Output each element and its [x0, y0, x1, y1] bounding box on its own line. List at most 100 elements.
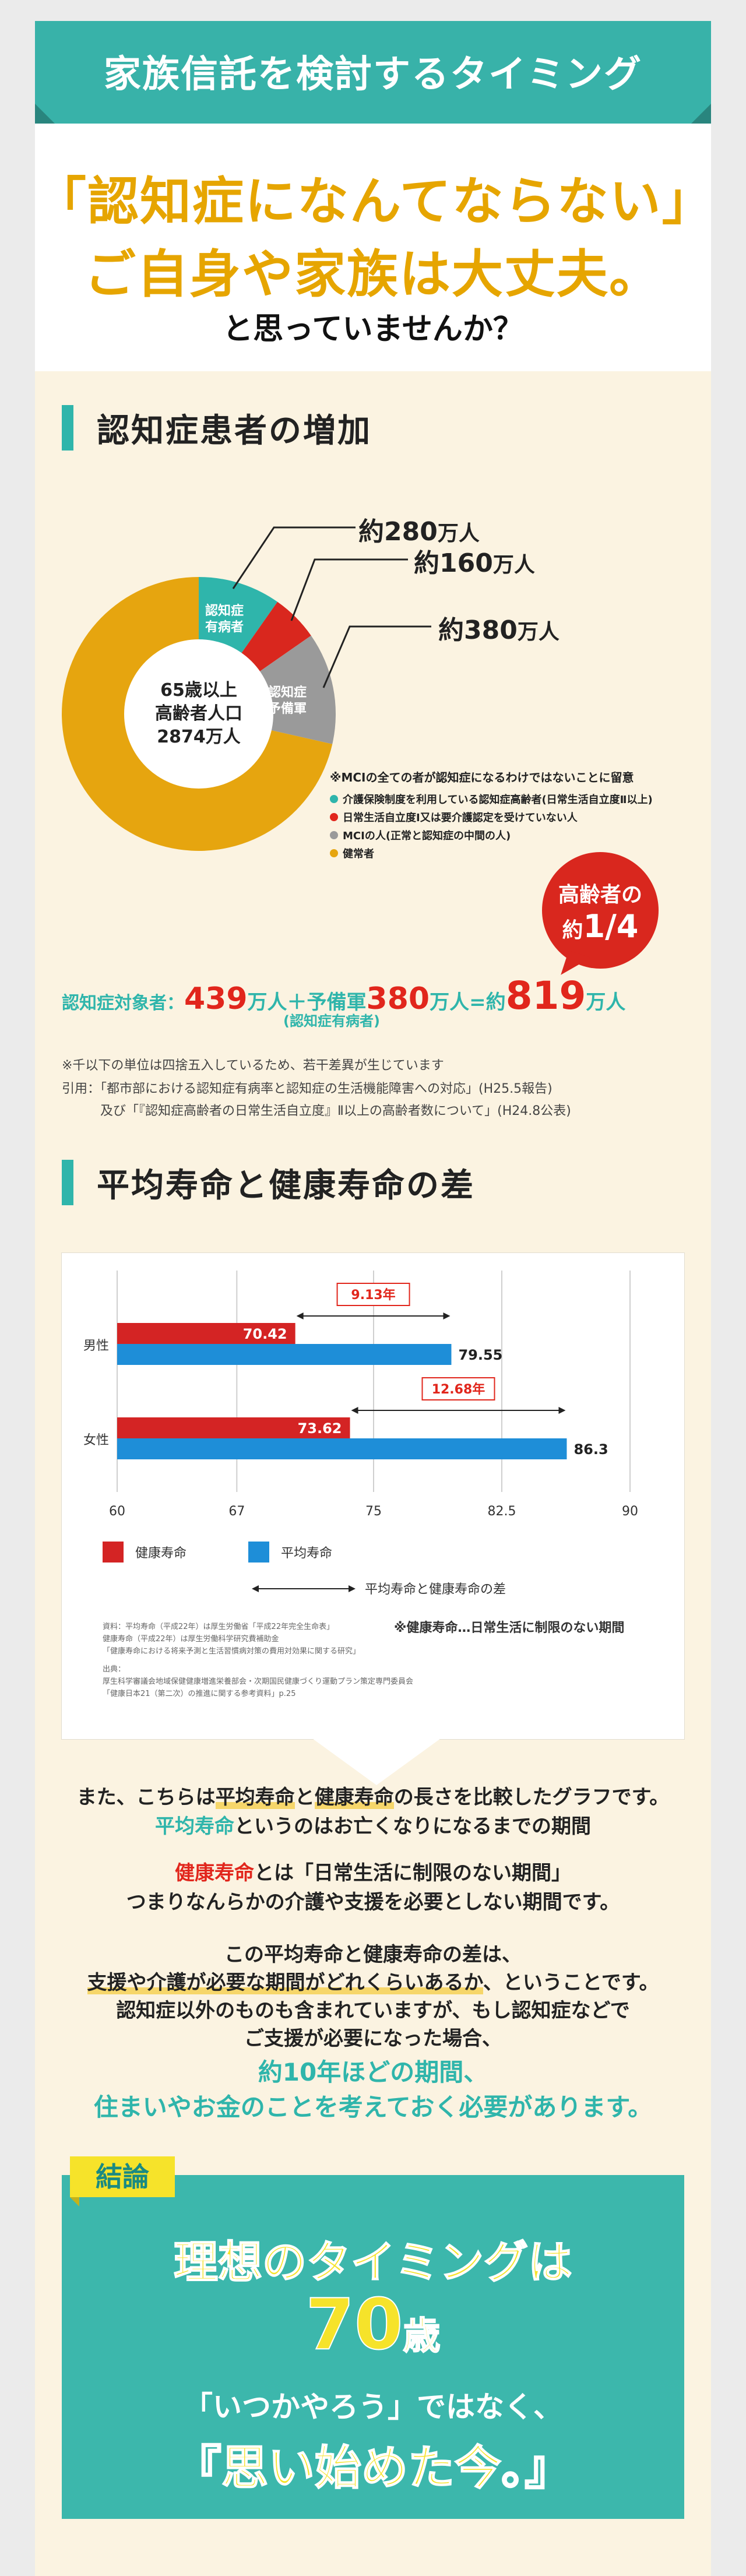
legend-dot: [330, 831, 338, 839]
source-note: 「健康日本21（第二次）の推進に関する参考資料」p.25: [103, 1689, 295, 1698]
legend-text: MCIの人(正常と認知症の中間の人): [343, 830, 511, 842]
pie-center-text: 65歳以上 高齢者人口 2874万人: [62, 577, 336, 851]
pie-label-dementia: 認知症 有病者: [205, 604, 244, 635]
body-line: 認知症以外のものも含まれていますが、もし認知症などで: [116, 1999, 630, 2022]
bar-value-label: 70.42: [243, 1326, 287, 1342]
gap-arrowhead: [296, 1312, 304, 1319]
callout-unit: 万人: [517, 620, 560, 644]
bar-value-label: 79.55: [458, 1347, 502, 1363]
gap-label-box: [421, 1377, 495, 1400]
mci-note: ※MCIの全ての者が認知症になるわけではないことに留意: [330, 770, 634, 784]
bar-average-lifespan: [117, 1344, 452, 1365]
legend-arrowhead: [252, 1585, 259, 1592]
source-note: 厚生科学審議会地域保健健康増進栄養部会・次期国民健康づくり運動プラン策定専門委員…: [103, 1677, 413, 1686]
heading-accent-bar: [62, 1160, 73, 1205]
legend-arrowhead: [349, 1585, 356, 1592]
gap-label-box: [336, 1283, 410, 1306]
source-note: 資料：平均寿命（平成22年）は厚生労働省「平成22年完全生命表」: [103, 1622, 334, 1631]
bar-healthy-lifespan: [117, 1417, 350, 1438]
callout-line-160: [290, 558, 408, 621]
body-emphasis-line: 住まいやお金のことを考えておく必要があります。: [93, 2093, 653, 2121]
body-line: この平均寿命と健康寿命の差は、: [224, 1943, 522, 1966]
body-line: 平均寿命というのはお亡くなりになるまでの期間: [35, 1813, 711, 1840]
pie-center-line: 高齢者人口: [155, 703, 242, 724]
total-u3: 万人: [586, 991, 626, 1014]
bubble-fraction: 1/4: [583, 908, 639, 945]
section-heading-text: 認知症患者の増加: [97, 411, 372, 450]
bar-value-label: 86.3: [573, 1441, 608, 1458]
bubble-line-1: 高齢者の: [558, 883, 642, 907]
header-band: [35, 21, 711, 124]
legend-dot: [330, 813, 338, 821]
body-line: ご支援が必要になった場合、: [244, 2027, 502, 2050]
hook-panel: [35, 104, 711, 371]
callout-280: 約280万人: [358, 511, 480, 548]
callout-160: 約160万人: [414, 542, 535, 579]
conclusion-line-1: 理想のタイミングは: [173, 2236, 573, 2289]
footnote: ※千以下の単位は四捨五入しているため、若干差異が生じています: [62, 1058, 444, 1073]
pie-callout-lines: [232, 526, 431, 688]
conclusion-age-number: 70: [305, 2284, 404, 2366]
total-n3: 819: [505, 973, 586, 1018]
pie-center-hole: [124, 639, 273, 789]
body-emphasis-line: 約10年ほどの期間、: [258, 2058, 488, 2086]
body-highlight: 支援や介護が必要な期間がどれくらいあるか: [87, 1971, 483, 1994]
body-text: とは「日常生活に制限のない期間」: [254, 1861, 571, 1885]
callout-line-280: [232, 526, 356, 589]
bar-healthy-lifespan: [117, 1323, 295, 1344]
total-u1: 万人: [247, 991, 287, 1014]
source-note: 健康寿命（平成22年）は厚生労働科学研究費補助金: [103, 1634, 279, 1644]
dementia-pie-chart: [62, 577, 336, 851]
legend-item: 介護保険制度を利用している認知症高齢者(日常生活自立度Ⅱ以上): [330, 791, 653, 807]
pie-center-line: 2874万人: [157, 727, 241, 747]
total-label: 認知症対象者：: [62, 993, 184, 1013]
body-text: というのはお亡くなりになるまでの期間: [234, 1815, 591, 1838]
chart-note: ※健康寿命…日常生活に制限のない期間: [394, 1620, 624, 1635]
callout-unit: 万人: [437, 522, 480, 546]
legend-swatch: [103, 1542, 124, 1563]
legend-dot: [330, 849, 338, 857]
bubble-prefix: 約: [562, 919, 583, 942]
total-sub: (認知症有病者): [283, 1013, 380, 1029]
total-u2: 万人: [430, 991, 470, 1014]
body-text: の長さを比較したグラフです。: [393, 1786, 670, 1809]
gap-label: 12.68年: [432, 1382, 485, 1397]
section-heading-text: 平均寿命と健康寿命の差: [97, 1166, 475, 1205]
total-n1: 439: [184, 981, 248, 1016]
callout-number: 約280: [358, 517, 438, 547]
gap-arrowhead: [443, 1312, 451, 1319]
bar-value-label: 73.62: [298, 1420, 342, 1437]
pie-label-mci: 認知症 予備軍: [268, 685, 307, 716]
x-tick-label: 75: [365, 1504, 382, 1519]
body-highlight: 平均寿命: [215, 1786, 295, 1809]
footnote: 引用：「都市部における認知症有病率と認知症の生活機能障害への対応」(H25.5報…: [62, 1082, 553, 1096]
hook-line-2: ご自身や家族は大丈夫。: [84, 244, 661, 304]
total-eq: =約: [469, 991, 506, 1014]
body-line: 健康寿命とは「日常生活に制限のない期間」: [35, 1859, 711, 1887]
source-note: 「健康寿命における将来予測と生活習慣病対策の費用対効果に関する研究」: [103, 1646, 360, 1656]
legend-dot: [330, 795, 338, 803]
chart-card-tail: [312, 1739, 441, 1785]
legend-label: 健康寿命: [135, 1546, 186, 1561]
legend-item: 健常者: [330, 846, 374, 861]
hook-line-3: と思っていませんか？: [223, 312, 523, 347]
total-n2: 380: [366, 981, 430, 1016]
page-title: 家族信託を検討するタイミング: [104, 53, 642, 96]
body-text: と: [294, 1786, 315, 1809]
conclusion-age: 70歳: [62, 2284, 684, 2366]
x-tick-label: 82.5: [488, 1504, 516, 1519]
x-tick-label: 90: [622, 1504, 638, 1519]
ratio-bubble: 高齢者の 約1/4: [542, 852, 659, 969]
body-line: 支援や介護が必要な期間がどれくらいあるか、ということです。: [35, 1969, 711, 1997]
gap-arrowhead: [351, 1407, 358, 1414]
gap-arrowhead: [558, 1407, 566, 1414]
body-emphasis: 平均寿命: [155, 1815, 234, 1838]
legend-label: 平均寿命: [281, 1546, 332, 1561]
heading-accent-bar: [62, 405, 73, 451]
legend-text: 日常生活自立度Ⅰ又は要介護認定を受けていない人: [343, 812, 578, 824]
body-highlight: 健康寿命: [314, 1786, 394, 1809]
legend-item: 日常生活自立度Ⅰ又は要介護認定を受けていない人: [330, 810, 578, 825]
conclusion-box: [62, 2175, 684, 2519]
